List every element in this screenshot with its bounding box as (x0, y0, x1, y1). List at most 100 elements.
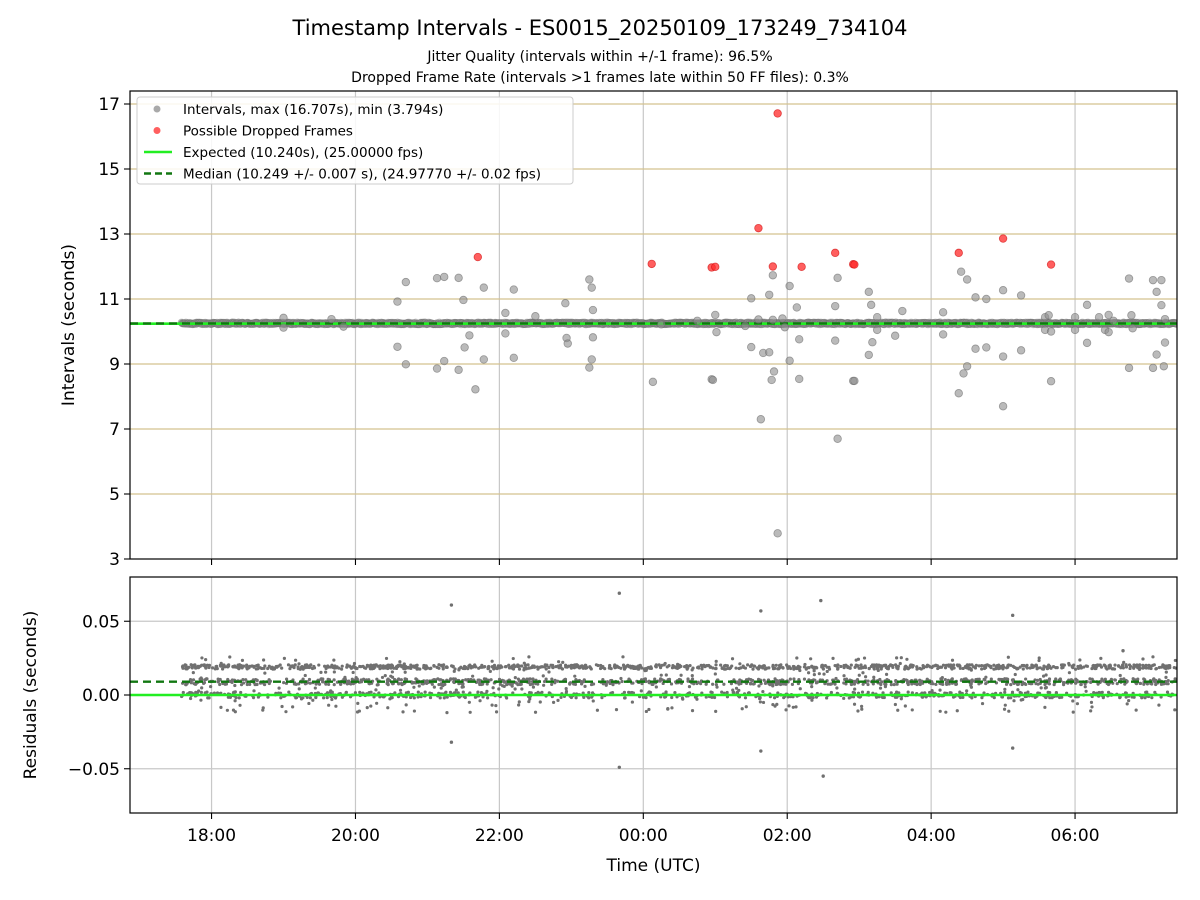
residual-point (1134, 708, 1138, 712)
residual-point (351, 670, 355, 675)
dropped-frame-point (998, 234, 1008, 243)
residual-point (798, 687, 802, 691)
residual-point (825, 669, 829, 674)
residual-point (874, 695, 879, 699)
residual-point (430, 682, 434, 686)
residual-point (291, 664, 296, 669)
residual-point (416, 690, 420, 694)
residual-point (886, 667, 891, 671)
y-tick-label: 3 (109, 550, 120, 570)
residual-point (1062, 681, 1066, 685)
residual-point (1025, 663, 1029, 667)
interval-point (866, 300, 876, 310)
residual-point (521, 677, 526, 681)
residual-point (961, 695, 965, 700)
residual-point (1144, 690, 1148, 694)
residual-point (974, 663, 978, 667)
residual-point (1037, 656, 1041, 660)
residual-point (507, 663, 511, 667)
residual-point (300, 665, 304, 669)
interval-point (1016, 346, 1026, 355)
residual-point (866, 679, 870, 683)
legend-marker (153, 105, 161, 113)
interval-point (954, 389, 963, 398)
residual-point (989, 666, 993, 670)
residual-point (1016, 688, 1020, 692)
residual-point (601, 678, 605, 682)
residual-point (747, 691, 751, 695)
residual-point (696, 665, 700, 670)
residual-point (207, 665, 211, 669)
residual-point (184, 664, 188, 668)
residual-point (1004, 666, 1009, 670)
residual-point (791, 705, 795, 709)
residual-point (1113, 663, 1117, 667)
interval-point (1148, 275, 1158, 285)
residual-point (878, 686, 883, 690)
residual-point (428, 666, 432, 671)
residual-point (253, 682, 257, 687)
residual-point (442, 663, 446, 667)
interval-point (279, 323, 288, 332)
residual-point (713, 666, 718, 671)
residual-point (640, 666, 644, 670)
residual-point (490, 703, 494, 707)
residual-point (332, 678, 336, 682)
residual-point (398, 688, 403, 692)
residual-point (866, 690, 870, 694)
residual-point (445, 710, 449, 715)
residual-point (644, 709, 648, 714)
legend-label: Intervals, max (16.707s), min (3.794s) (183, 102, 443, 118)
residual-point (1109, 677, 1114, 681)
interval-point (1046, 377, 1056, 386)
residual-point (851, 690, 855, 694)
residual-point (553, 678, 557, 682)
residual-point (510, 664, 515, 668)
residual-point (463, 695, 467, 700)
residual-point (1108, 664, 1112, 668)
residual-point (528, 697, 532, 701)
residual-point (880, 680, 884, 684)
residual-point (687, 691, 692, 695)
residual-point (358, 690, 362, 695)
residual-point (426, 666, 430, 670)
residual-point (999, 664, 1003, 669)
residual-point (511, 667, 516, 671)
residual-point (417, 667, 421, 671)
residual-point (1026, 690, 1030, 694)
residual-point (449, 603, 454, 607)
residual-point (794, 705, 798, 709)
residual-point (664, 673, 668, 677)
residual-point (332, 683, 336, 687)
residual-point (478, 699, 482, 703)
residual-point (1164, 675, 1168, 679)
legend-marker (153, 127, 161, 134)
residual-point (866, 682, 870, 687)
residual-point (311, 698, 315, 702)
residual-point (715, 685, 719, 689)
residual-point (587, 691, 591, 695)
residual-point (1043, 705, 1047, 709)
interval-point (509, 353, 518, 363)
residual-point (892, 682, 896, 687)
residual-point (905, 657, 909, 661)
residual-point (1055, 666, 1059, 670)
residual-point (741, 664, 745, 668)
residual-point (561, 660, 565, 664)
residual-point (923, 691, 927, 695)
residual-point (1034, 681, 1038, 686)
residual-point (435, 665, 439, 669)
residual-point (284, 710, 288, 714)
residual-point (1089, 700, 1094, 705)
residual-point (390, 670, 394, 674)
residual-point (485, 682, 489, 686)
residual-point (289, 664, 293, 669)
residual-point (759, 609, 763, 613)
residual-point (392, 677, 397, 682)
residual-point (1173, 708, 1177, 712)
residual-point (393, 691, 397, 695)
residual-point (699, 682, 703, 686)
interval-point (864, 287, 873, 297)
residual-point (774, 663, 778, 667)
residual-point (583, 684, 587, 688)
